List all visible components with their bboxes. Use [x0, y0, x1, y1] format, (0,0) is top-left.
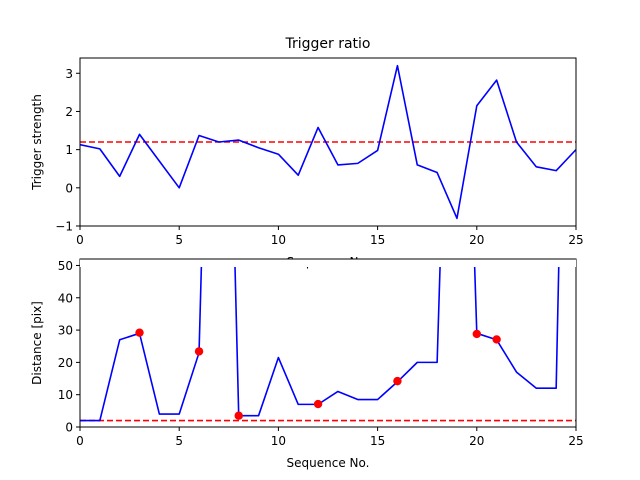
y-tick-label: 2 [65, 105, 73, 119]
chart-title: Trigger ratio [284, 36, 370, 52]
data-point-marker [393, 376, 402, 386]
x-tick-label: 0 [76, 233, 84, 247]
series-line [80, 64, 576, 220]
x-tick-label: 20 [469, 233, 484, 247]
x-tick-label: 20 [469, 434, 484, 448]
x-tick-label: 10 [271, 233, 286, 247]
x-axis-label: Sequence No. [287, 456, 370, 470]
y-tick-label: 0 [65, 181, 73, 195]
y-tick-label: 30 [58, 324, 73, 338]
data-point-marker [135, 328, 144, 337]
x-tick-label: 25 [568, 434, 583, 448]
y-tick-label: −1 [55, 220, 73, 234]
y-tick-label: 3 [65, 67, 73, 81]
x-tick-label: 5 [175, 233, 183, 247]
y-tick-label: 1 [65, 143, 73, 157]
x-tick-label: 5 [175, 434, 183, 448]
x-tick-label: 15 [370, 434, 385, 448]
data-point-marker [234, 411, 243, 420]
axes-frame [79, 258, 577, 428]
x-tick-label: 10 [271, 434, 286, 448]
y-axis-label: Trigger strength [30, 94, 44, 191]
x-tick-label: 25 [568, 233, 583, 247]
distance-plot: Distance [pix] 0 5 10 15 20 25 0 10 20 30 40 50 Seq… [30, 258, 584, 470]
y-tick-label: 0 [65, 421, 73, 435]
series-line [80, 259, 560, 422]
y-tick-label: 10 [58, 388, 73, 402]
data-point-marker [492, 335, 501, 344]
data-point-marker [313, 399, 323, 409]
trigger-ratio-plot: Trigger ratio Trigger strength 0 5 10 15 20 2… [30, 36, 584, 247]
data-point-marker [472, 329, 481, 339]
plot-area [80, 259, 576, 422]
y-axis-label: Distance [pix] [30, 301, 44, 385]
data-point-marker [194, 347, 204, 356]
x-tick-label: 0 [76, 434, 84, 448]
y-tick-label: 40 [58, 291, 73, 305]
y-tick-label: 50 [58, 259, 73, 273]
x-tick-label: 15 [370, 233, 385, 247]
axes-frame [79, 57, 577, 227]
plot-area [80, 64, 576, 220]
y-tick-label: 20 [58, 356, 73, 370]
